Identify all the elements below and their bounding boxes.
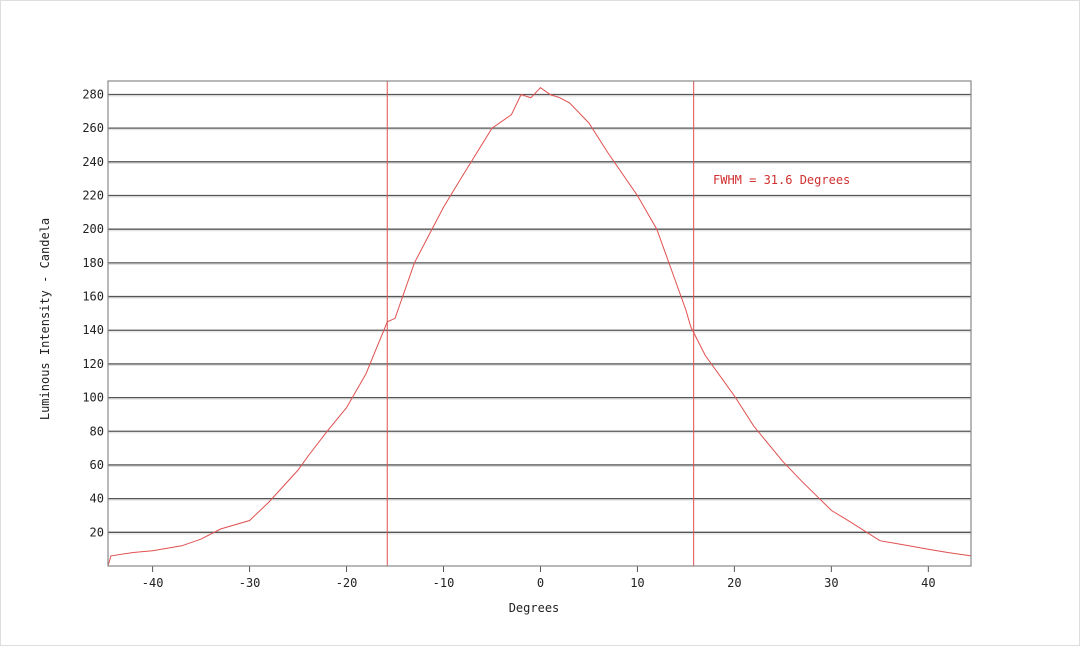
fwhm-annotation: FWHM = 31.6 Degrees <box>713 173 850 187</box>
x-tick-label: -20 <box>336 576 358 590</box>
x-tick-label: 30 <box>824 576 838 590</box>
x-tick-label: -10 <box>433 576 455 590</box>
y-tick-label: 120 <box>82 357 104 371</box>
gridlines <box>108 93 971 535</box>
y-axis-label: Luminous Intensity - Candela <box>38 218 52 420</box>
x-axis-label: Degrees <box>509 601 560 615</box>
y-tick-label: 60 <box>90 458 104 472</box>
y-tick-label: 260 <box>82 121 104 135</box>
y-tick-label: 180 <box>82 256 104 270</box>
y-tick-label: 200 <box>82 222 104 236</box>
y-tick-label: 100 <box>82 391 104 405</box>
series-line <box>107 87 972 567</box>
x-tick-label: 10 <box>630 576 644 590</box>
y-tick-labels: 20 40 60 80 100 120 140 160 180 200 220 240 260 280 <box>82 87 104 539</box>
y-tick-label: 280 <box>82 87 104 101</box>
x-tick-label: 40 <box>921 576 935 590</box>
y-tick-label: 240 <box>82 155 104 169</box>
y-tick-label: 20 <box>90 525 104 539</box>
x-tick-labels: -40 -30 -20 -10 0 10 20 30 40 <box>142 566 936 590</box>
x-tick-label: 20 <box>727 576 741 590</box>
x-tick-label: -40 <box>142 576 164 590</box>
y-tick-label: 220 <box>82 189 104 203</box>
reference-lines <box>386 81 695 566</box>
x-tick-label: -30 <box>239 576 261 590</box>
plot-frame <box>107 80 972 567</box>
x-tick-label: 0 <box>537 576 544 590</box>
y-tick-label: 40 <box>90 492 104 506</box>
y-tick-label: 140 <box>82 323 104 337</box>
y-tick-label: 160 <box>82 290 104 304</box>
y-tick-label: 80 <box>90 424 104 438</box>
